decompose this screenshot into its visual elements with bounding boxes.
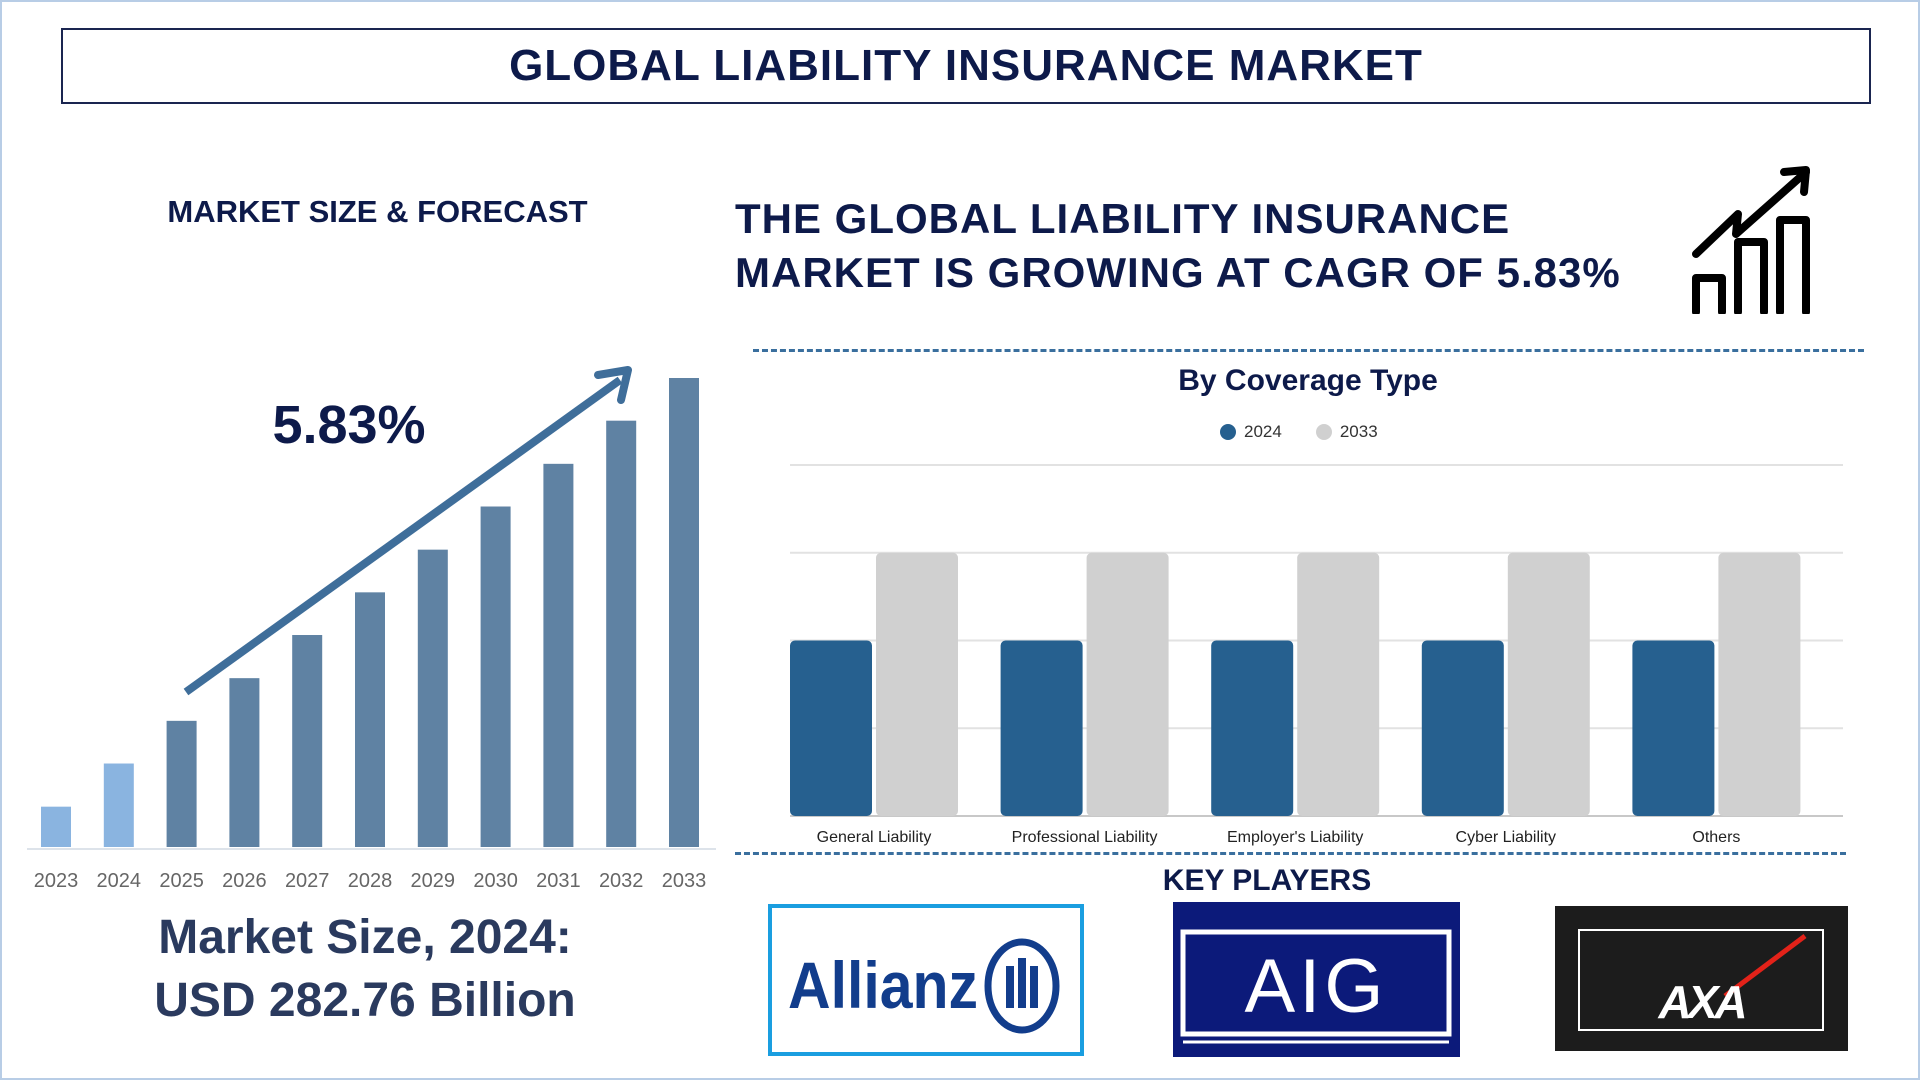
category-label: General Liability	[817, 829, 932, 846]
coverage-chart-title: By Coverage Type	[1178, 364, 1438, 397]
bar-2025	[166, 720, 197, 847]
svg-text:AXA: AXA	[1657, 976, 1744, 1028]
allianz-logo: Allianz	[768, 904, 1084, 1056]
legend-swatch-2024	[1220, 424, 1236, 440]
bar-2028	[355, 592, 385, 847]
growth-arrow-shaft	[183, 376, 623, 696]
bar-2033-general-liability	[876, 552, 958, 816]
growth-arrow-head-icon	[594, 366, 632, 404]
year-label-2031: 2031	[536, 870, 581, 892]
growth-chart-icon	[1692, 166, 1810, 314]
legend-label-2024: 2024	[1244, 422, 1282, 441]
year-label-2025: 2025	[159, 870, 204, 892]
market-size-value: USD 282.76 Billion	[154, 974, 576, 1027]
bar-2033-others	[1718, 552, 1801, 816]
year-label-2024: 2024	[97, 870, 142, 892]
key-players-heading: KEY PLAYERS	[1162, 864, 1372, 897]
year-label-2033: 2033	[662, 870, 707, 892]
coverage-type-chart: General Liability Professional Liability E…	[790, 464, 1843, 846]
cagr-headline: THE GLOBAL LIABILITY INSURANCE MARKET IS…	[735, 192, 1621, 300]
legend-label-2033: 2033	[1339, 422, 1378, 441]
svg-text:Allianz: Allianz	[788, 948, 978, 1022]
category-label: Others	[1692, 829, 1740, 846]
legend-item-2033: 2033	[1315, 422, 1378, 442]
market-size-forecast-heading: MARKET SIZE & FORECAST	[167, 194, 588, 229]
year-label-2026: 2026	[222, 870, 267, 892]
category-label: Cyber Liability	[1456, 829, 1556, 846]
year-label-2027: 2027	[285, 870, 330, 892]
svg-text:AIG: AIG	[1245, 944, 1388, 1029]
year-label-2023: 2023	[34, 870, 79, 892]
bar-2024-professional-liability	[1000, 640, 1083, 816]
year-label-2029: 2029	[411, 870, 456, 892]
divider-bottom	[735, 852, 1846, 855]
bar-2026	[229, 678, 260, 847]
bar-2024-employer-s-liability	[1211, 640, 1294, 816]
legend-swatch-2033	[1315, 424, 1332, 440]
divider-top	[753, 349, 1864, 352]
year-label-2028: 2028	[348, 870, 393, 892]
bar-2033-cyber-liability	[1507, 552, 1590, 816]
bar-2030	[480, 506, 511, 847]
bar-2033-employer-s-liability	[1297, 552, 1380, 816]
market-forecast-chart: 2023 2024 2025 2026 2027 2028 2029 2030 2031 2032…	[27, 366, 716, 892]
legend-item-2024: 2024	[1220, 422, 1282, 442]
market-size-label: Market Size, 2024:	[158, 911, 572, 964]
bar-2032	[606, 420, 637, 847]
coverage-legend: 2024 2033	[1220, 422, 1378, 442]
bar-2029	[417, 549, 448, 847]
page-title: GLOBAL LIABILITY INSURANCE MARKET	[509, 41, 1423, 90]
cagr-annotation: 5.83%	[272, 395, 425, 455]
axa-logo: AXA	[1555, 906, 1848, 1051]
bar-2024	[103, 763, 134, 847]
bar-2024-cyber-liability	[1421, 640, 1504, 816]
bar-2033	[669, 378, 699, 847]
year-label-2030: 2030	[473, 870, 518, 892]
year-label-2032: 2032	[599, 870, 644, 892]
category-label: Employer's Liability	[1227, 829, 1363, 846]
bar-2023	[41, 806, 71, 847]
headline-line-1: THE GLOBAL LIABILITY INSURANCE	[735, 195, 1511, 242]
title-banner: GLOBAL LIABILITY INSURANCE MARKET	[61, 28, 1871, 104]
bar-2024-general-liability	[790, 640, 872, 816]
headline-line-2: MARKET IS GROWING AT CAGR OF 5.83%	[735, 249, 1621, 296]
aig-logo: AIG	[1173, 902, 1460, 1057]
category-label: Professional Liability	[1012, 829, 1158, 846]
bar-2033-professional-liability	[1086, 552, 1169, 816]
bar-2027	[292, 635, 323, 847]
bar-2024-others	[1632, 640, 1715, 816]
bar-2031	[543, 463, 574, 847]
